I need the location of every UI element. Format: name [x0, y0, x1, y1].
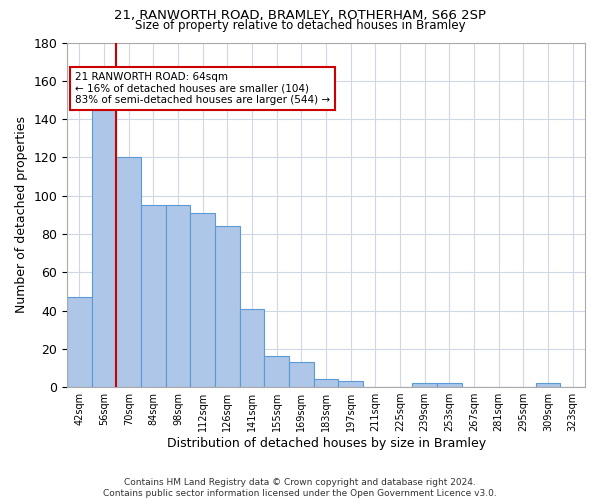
Bar — [265, 356, 289, 387]
Bar — [215, 226, 240, 387]
Bar — [92, 110, 116, 387]
Bar — [412, 384, 437, 387]
Bar — [116, 158, 141, 387]
Bar — [166, 205, 190, 387]
Bar — [141, 205, 166, 387]
Bar — [338, 382, 363, 387]
Bar — [289, 362, 314, 387]
Bar — [67, 297, 92, 387]
Y-axis label: Number of detached properties: Number of detached properties — [15, 116, 28, 314]
Bar — [314, 380, 338, 387]
Bar — [437, 384, 462, 387]
Text: 21 RANWORTH ROAD: 64sqm
← 16% of detached houses are smaller (104)
83% of semi-d: 21 RANWORTH ROAD: 64sqm ← 16% of detache… — [75, 72, 330, 105]
Text: 21, RANWORTH ROAD, BRAMLEY, ROTHERHAM, S66 2SP: 21, RANWORTH ROAD, BRAMLEY, ROTHERHAM, S… — [114, 9, 486, 22]
Text: Contains HM Land Registry data © Crown copyright and database right 2024.
Contai: Contains HM Land Registry data © Crown c… — [103, 478, 497, 498]
X-axis label: Distribution of detached houses by size in Bramley: Distribution of detached houses by size … — [167, 437, 485, 450]
Text: Size of property relative to detached houses in Bramley: Size of property relative to detached ho… — [134, 19, 466, 32]
Bar — [536, 384, 560, 387]
Bar — [190, 213, 215, 387]
Bar — [240, 308, 265, 387]
